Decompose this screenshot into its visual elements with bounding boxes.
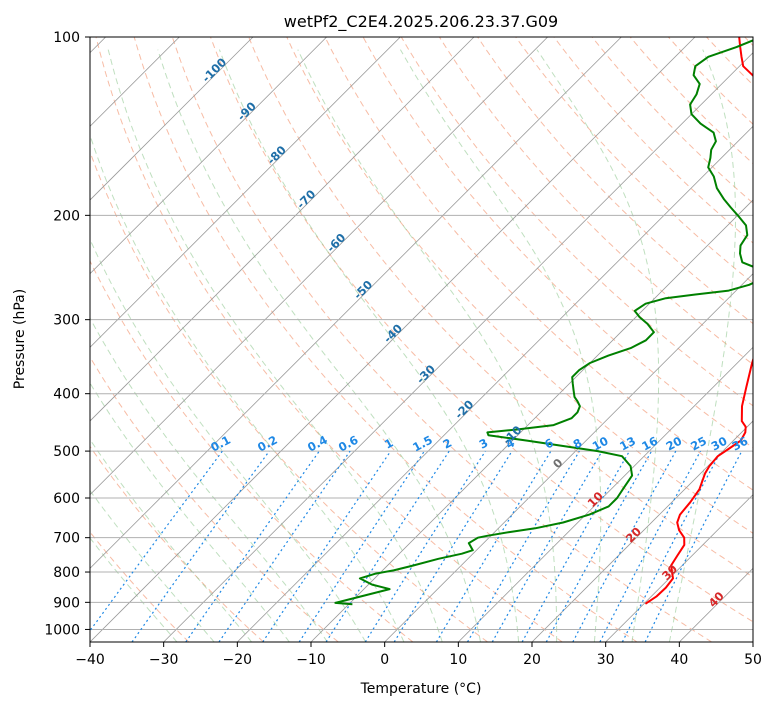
- dry-adiabat: [90, 445, 264, 642]
- plot-frame: [89, 36, 754, 643]
- isotherm-line: [163, 52, 753, 642]
- mixing-ratio-line: [325, 450, 450, 642]
- plot-series: [334, 37, 753, 606]
- isotherm-line: [90, 37, 622, 569]
- x-tick-label: −10: [296, 652, 326, 668]
- moist-adiabat: [90, 317, 328, 642]
- moist-adiabat: [668, 49, 736, 642]
- y-tick-label: 400: [53, 387, 80, 403]
- moist-adiabat: [399, 49, 602, 642]
- mixing-ratio-line: [644, 450, 743, 642]
- mixing-ratio-line: [621, 450, 722, 642]
- dewpoint-profile: [334, 39, 753, 606]
- mixing-ratio-line: [90, 450, 223, 632]
- mixing-ratio-line: [435, 450, 552, 642]
- plot-background: [90, 37, 753, 642]
- x-tick-label: −30: [149, 652, 179, 668]
- isotherm-line: [90, 37, 254, 201]
- moist-adiabat: [90, 537, 178, 642]
- mixing-ratio-label: 36: [730, 434, 751, 454]
- moist-adiabat: [90, 438, 252, 642]
- mixing-ratio-label: 20: [664, 434, 685, 454]
- mixing-ratio-label: 13: [617, 434, 638, 454]
- y-tick-label: 200: [53, 208, 80, 224]
- x-tick-label: 50: [744, 652, 762, 668]
- mixing-ratio-line: [572, 450, 677, 642]
- dry-adiabat: [515, 37, 753, 284]
- isotherm-line: [90, 37, 475, 422]
- y-tick-label: 100: [53, 30, 80, 46]
- y-axis-label: Pressure (hPa): [12, 289, 28, 389]
- x-tick-label: 30: [597, 652, 615, 668]
- x-tick-label: −20: [223, 652, 253, 668]
- isotherm-line: [605, 494, 753, 642]
- moist-adiabat: [157, 49, 481, 642]
- axes: −40 −30 −20 −10 0 10 20 30 40 50 100 200 300 400 500 60…: [44, 30, 762, 668]
- mixing-ratio-label: 16: [639, 434, 660, 454]
- isotherm-line: [384, 273, 753, 642]
- isotherm-line: [90, 37, 401, 348]
- x-tick-label: −40: [75, 652, 105, 668]
- dry-adiabat: [133, 37, 638, 642]
- x-tick-label: 10: [449, 652, 467, 668]
- isotherm-line: [531, 420, 753, 642]
- dry-adiabat: [95, 37, 563, 642]
- isotherm-line: [310, 199, 753, 642]
- dry-adiabat: [171, 37, 712, 642]
- moist-adiabat: [218, 49, 520, 642]
- y-tick-label: 300: [53, 313, 80, 329]
- mixing-ratio-label: 10: [590, 434, 611, 454]
- dry-adiabat: [90, 259, 414, 642]
- mixing-ratio-line: [521, 450, 631, 642]
- x-tick-label: 40: [670, 652, 688, 668]
- moist-adiabat: [536, 49, 660, 642]
- y-tick-label: 800: [53, 565, 80, 581]
- y-tick-label: 1000: [44, 622, 80, 638]
- temperature-profile: [644, 37, 753, 605]
- isotherm-line: [237, 125, 753, 642]
- mixing-ratio-line: [393, 450, 513, 642]
- mixing-ratio-line: [466, 450, 580, 642]
- moist-adiabat: [90, 133, 405, 642]
- x-tick-label: 20: [523, 652, 541, 668]
- x-axis-label: Temperature (°C): [360, 681, 482, 697]
- mixing-ratio-line: [599, 450, 702, 642]
- chart-title: wetPf2_C2E4.2025.206.23.37.G09: [284, 12, 558, 32]
- mixing-ratio-line: [545, 450, 653, 642]
- mixing-ratio-line: [298, 450, 425, 642]
- isotherm-line: [90, 37, 696, 642]
- mixing-ratio-line: [185, 450, 320, 642]
- moist-adiabat: [90, 489, 215, 642]
- isotherm-line: [90, 37, 548, 496]
- dry-adiabat: [248, 37, 753, 578]
- moist-adiabat: [90, 238, 367, 642]
- y-tick-label: 500: [53, 444, 80, 460]
- mixing-ratio-line: [491, 450, 603, 642]
- dry-adiabat: [286, 37, 753, 534]
- x-tick-label: 0: [380, 652, 389, 668]
- mixing-ratio-label: 25: [688, 434, 709, 454]
- isotherm-line: [90, 37, 327, 275]
- y-tick-label: 700: [53, 531, 80, 547]
- moist-adiabat: [90, 382, 290, 642]
- mixing-ratio-line: [364, 450, 486, 642]
- mixing-ratio-label: 30: [709, 434, 730, 454]
- y-tick-label: 900: [53, 595, 80, 611]
- dry-adiabat: [210, 37, 753, 623]
- dry-adiabat: [324, 37, 753, 491]
- isotherm-line: [458, 346, 753, 642]
- mixing-ratio-line: [131, 450, 270, 642]
- y-tick-label: 600: [53, 491, 80, 507]
